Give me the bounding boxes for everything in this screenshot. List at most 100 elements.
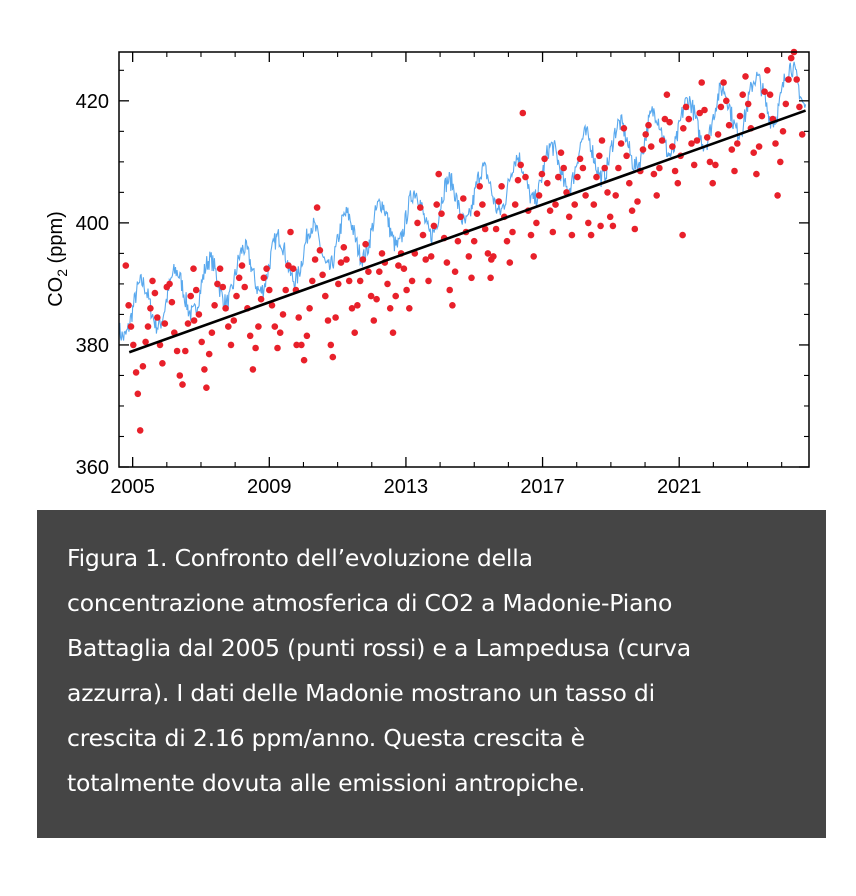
red-data-point — [216, 265, 224, 273]
red-data-point — [335, 280, 342, 288]
red-data-point — [408, 277, 416, 285]
red-data-point — [481, 225, 489, 233]
red-data-point — [712, 161, 719, 169]
red-data-point — [698, 79, 705, 86]
trend-line-layer — [128, 109, 807, 354]
red-data-point — [127, 323, 135, 330]
red-data-point — [376, 268, 383, 276]
red-data-point — [626, 179, 633, 187]
red-data-point — [230, 317, 238, 324]
y-tick-label: 380 — [76, 335, 109, 357]
red-data-point — [535, 192, 543, 199]
red-data-point — [703, 134, 711, 141]
red-data-point — [758, 112, 766, 120]
red-data-point — [266, 286, 273, 294]
red-data-point — [612, 192, 619, 199]
x-tick-label: 2013 — [384, 476, 429, 498]
red-data-point — [354, 302, 361, 309]
red-data-point — [356, 277, 364, 285]
red-data-point — [663, 91, 671, 98]
red-data-point — [219, 283, 227, 291]
red-data-point — [154, 314, 161, 321]
red-data-point — [337, 259, 345, 266]
red-data-point — [631, 225, 639, 233]
red-data-point — [340, 244, 348, 251]
red-data-point — [796, 103, 803, 111]
red-data-point — [449, 302, 456, 309]
red-data-point — [260, 274, 268, 282]
red-data-point — [511, 201, 519, 208]
red-data-point — [144, 323, 152, 330]
red-data-point — [465, 253, 473, 260]
red-data-point — [492, 225, 500, 233]
red-data-point — [241, 283, 248, 291]
red-data-point — [271, 323, 279, 330]
red-data-point — [403, 286, 410, 294]
red-data-point — [606, 213, 614, 221]
red-data-point — [669, 143, 676, 150]
red-data-point — [190, 265, 197, 273]
red-data-point — [557, 149, 565, 156]
red-data-point — [519, 109, 527, 117]
red-data-point — [425, 277, 432, 285]
red-data-point — [417, 204, 424, 211]
red-data-point — [365, 268, 372, 276]
red-data-point — [484, 250, 492, 257]
red-data-point — [680, 125, 687, 132]
red-data-point — [623, 152, 630, 160]
red-data-point — [139, 363, 147, 370]
red-data-point — [506, 259, 514, 266]
red-data-point — [430, 222, 438, 230]
red-data-point — [541, 155, 548, 163]
red-data-point — [156, 341, 164, 349]
red-data-point — [739, 91, 746, 98]
red-data-point — [717, 103, 725, 111]
red-data-point — [538, 170, 546, 178]
red-data-point — [693, 137, 701, 144]
red-data-point — [362, 240, 369, 248]
red-data-point — [785, 76, 792, 83]
red-data-point — [195, 311, 203, 318]
red-data-point — [690, 161, 698, 169]
red-data-point — [348, 305, 356, 312]
red-data-point — [617, 140, 625, 147]
red-data-point — [645, 121, 652, 129]
red-data-point — [386, 305, 394, 312]
red-data-point — [293, 341, 300, 349]
red-data-point — [279, 311, 287, 318]
red-data-point — [176, 372, 184, 379]
red-data-point — [222, 305, 229, 312]
red-data-point — [214, 280, 221, 288]
red-data-point — [779, 128, 787, 135]
red-data-point — [647, 143, 655, 150]
red-data-point — [576, 155, 584, 163]
red-data-point — [233, 292, 240, 300]
red-data-point — [728, 146, 736, 153]
red-data-point — [343, 256, 350, 263]
red-data-point — [327, 341, 335, 349]
red-data-point — [696, 109, 703, 117]
red-data-point — [742, 73, 749, 80]
red-data-point — [367, 292, 375, 300]
red-data-point — [620, 125, 628, 132]
red-data-point — [298, 341, 305, 349]
red-data-point — [753, 170, 760, 178]
red-data-point — [579, 164, 587, 172]
red-data-point — [457, 213, 464, 221]
figure-caption: Figura 1. Confronto dell’evoluzione dell… — [37, 510, 826, 838]
red-data-point — [517, 161, 524, 169]
red-data-point — [639, 146, 647, 153]
red-data-point — [309, 277, 316, 285]
red-data-point — [151, 289, 159, 297]
red-data-point — [766, 91, 774, 98]
blue-curve-layer — [118, 61, 807, 341]
red-data-point — [596, 152, 603, 160]
caption-line: crescita di 2.16 ppm/anno. Questa cresci… — [67, 724, 585, 752]
red-data-point — [147, 305, 154, 312]
red-data-point — [289, 265, 297, 273]
red-data-point — [479, 201, 486, 208]
red-data-point — [720, 79, 727, 86]
red-data-point — [159, 360, 166, 367]
red-data-point — [488, 256, 495, 263]
red-data-point — [268, 302, 276, 309]
